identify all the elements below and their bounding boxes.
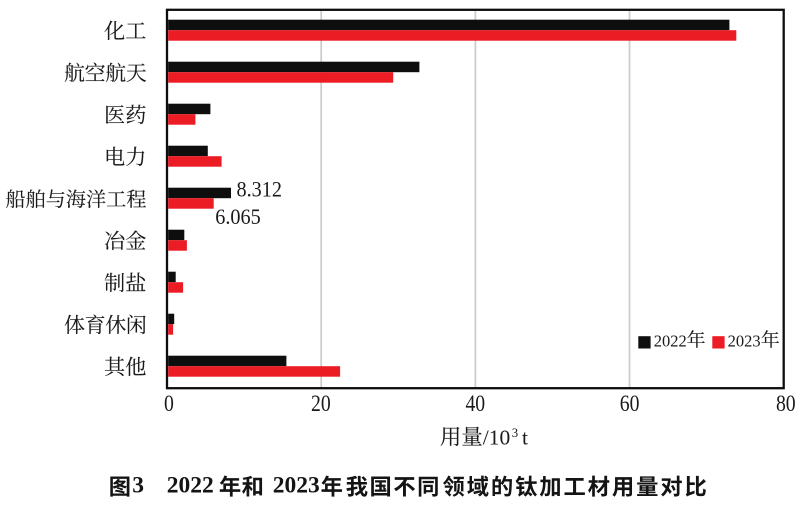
svg-text:40: 40 <box>465 390 485 416</box>
svg-text:2022: 2022 <box>654 331 687 350</box>
svg-text:8.312: 8.312 <box>237 177 283 202</box>
svg-text:0: 0 <box>164 390 174 416</box>
svg-text:2023: 2023 <box>273 472 320 498</box>
svg-text:80: 80 <box>776 390 796 416</box>
svg-text:2023: 2023 <box>728 331 761 350</box>
svg-text:3: 3 <box>512 426 518 440</box>
svg-text:60: 60 <box>620 390 640 416</box>
svg-text:t: t <box>522 425 528 449</box>
svg-text:2022: 2022 <box>167 472 214 498</box>
svg-text:20: 20 <box>311 390 331 416</box>
svg-text:/10: /10 <box>483 425 510 449</box>
svg-text:6.065: 6.065 <box>215 204 261 229</box>
svg-text:3: 3 <box>132 472 144 498</box>
